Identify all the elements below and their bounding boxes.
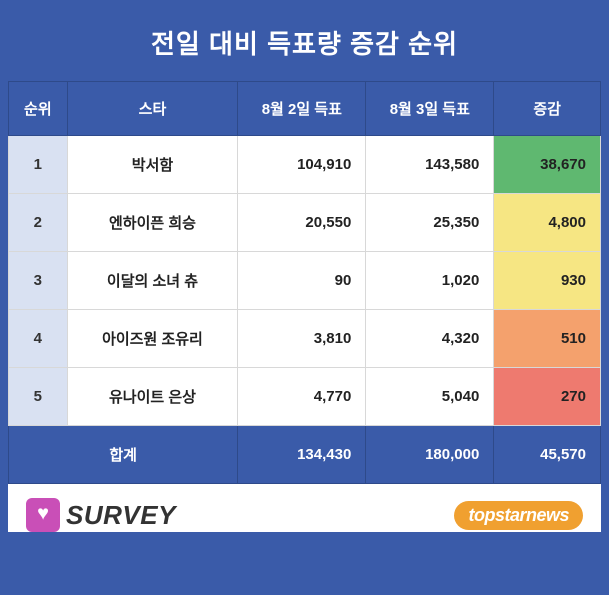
rank-cell: 1 <box>9 136 68 194</box>
main-container: 전일 대비 득표량 증감 순위 순위 스타 8월 2일 득표 8월 3일 득표 … <box>0 0 609 595</box>
total-day1: 134,430 <box>238 426 366 484</box>
rank-cell: 3 <box>9 252 68 310</box>
change-cell: 4,800 <box>494 194 601 252</box>
change-cell: 38,670 <box>494 136 601 194</box>
table-row: 3이달의 소녀 츄901,020930 <box>9 252 601 310</box>
total-label: 합계 <box>9 426 238 484</box>
change-cell: 510 <box>494 310 601 368</box>
star-cell: 유나이트 은상 <box>67 368 238 426</box>
table-row: 2엔하이픈 희승20,55025,3504,800 <box>9 194 601 252</box>
star-cell: 이달의 소녀 츄 <box>67 252 238 310</box>
day2-cell: 5,040 <box>366 368 494 426</box>
ranking-table: 순위 스타 8월 2일 득표 8월 3일 득표 증감 1박서함104,91014… <box>8 81 601 484</box>
header-row: 순위 스타 8월 2일 득표 8월 3일 득표 증감 <box>9 82 601 136</box>
col-day2: 8월 3일 득표 <box>366 82 494 136</box>
page-title: 전일 대비 득표량 증감 순위 <box>8 8 601 81</box>
day2-cell: 4,320 <box>366 310 494 368</box>
footer: SURVEY topstarnews <box>8 484 601 532</box>
star-cell: 아이즈원 조유리 <box>67 310 238 368</box>
day1-cell: 104,910 <box>238 136 366 194</box>
star-cell: 엔하이픈 희승 <box>67 194 238 252</box>
star-cell: 박서함 <box>67 136 238 194</box>
table-row: 5유나이트 은상4,7705,040270 <box>9 368 601 426</box>
total-change: 45,570 <box>494 426 601 484</box>
total-day2: 180,000 <box>366 426 494 484</box>
topstar-logo: topstarnews <box>454 501 583 530</box>
day2-cell: 25,350 <box>366 194 494 252</box>
col-star: 스타 <box>67 82 238 136</box>
day2-cell: 1,020 <box>366 252 494 310</box>
col-rank: 순위 <box>9 82 68 136</box>
table-row: 1박서함104,910143,58038,670 <box>9 136 601 194</box>
total-row: 합계 134,430 180,000 45,570 <box>9 426 601 484</box>
rank-cell: 2 <box>9 194 68 252</box>
day1-cell: 4,770 <box>238 368 366 426</box>
change-cell: 930 <box>494 252 601 310</box>
day1-cell: 20,550 <box>238 194 366 252</box>
day1-cell: 90 <box>238 252 366 310</box>
heart-icon <box>26 498 60 532</box>
survey-text: SURVEY <box>66 500 176 531</box>
day1-cell: 3,810 <box>238 310 366 368</box>
col-day1: 8월 2일 득표 <box>238 82 366 136</box>
rank-cell: 5 <box>9 368 68 426</box>
rank-cell: 4 <box>9 310 68 368</box>
change-cell: 270 <box>494 368 601 426</box>
survey-logo: SURVEY <box>26 498 176 532</box>
table-wrapper: 순위 스타 8월 2일 득표 8월 3일 득표 증감 1박서함104,91014… <box>8 81 601 532</box>
table-row: 4아이즈원 조유리3,8104,320510 <box>9 310 601 368</box>
day2-cell: 143,580 <box>366 136 494 194</box>
col-change: 증감 <box>494 82 601 136</box>
